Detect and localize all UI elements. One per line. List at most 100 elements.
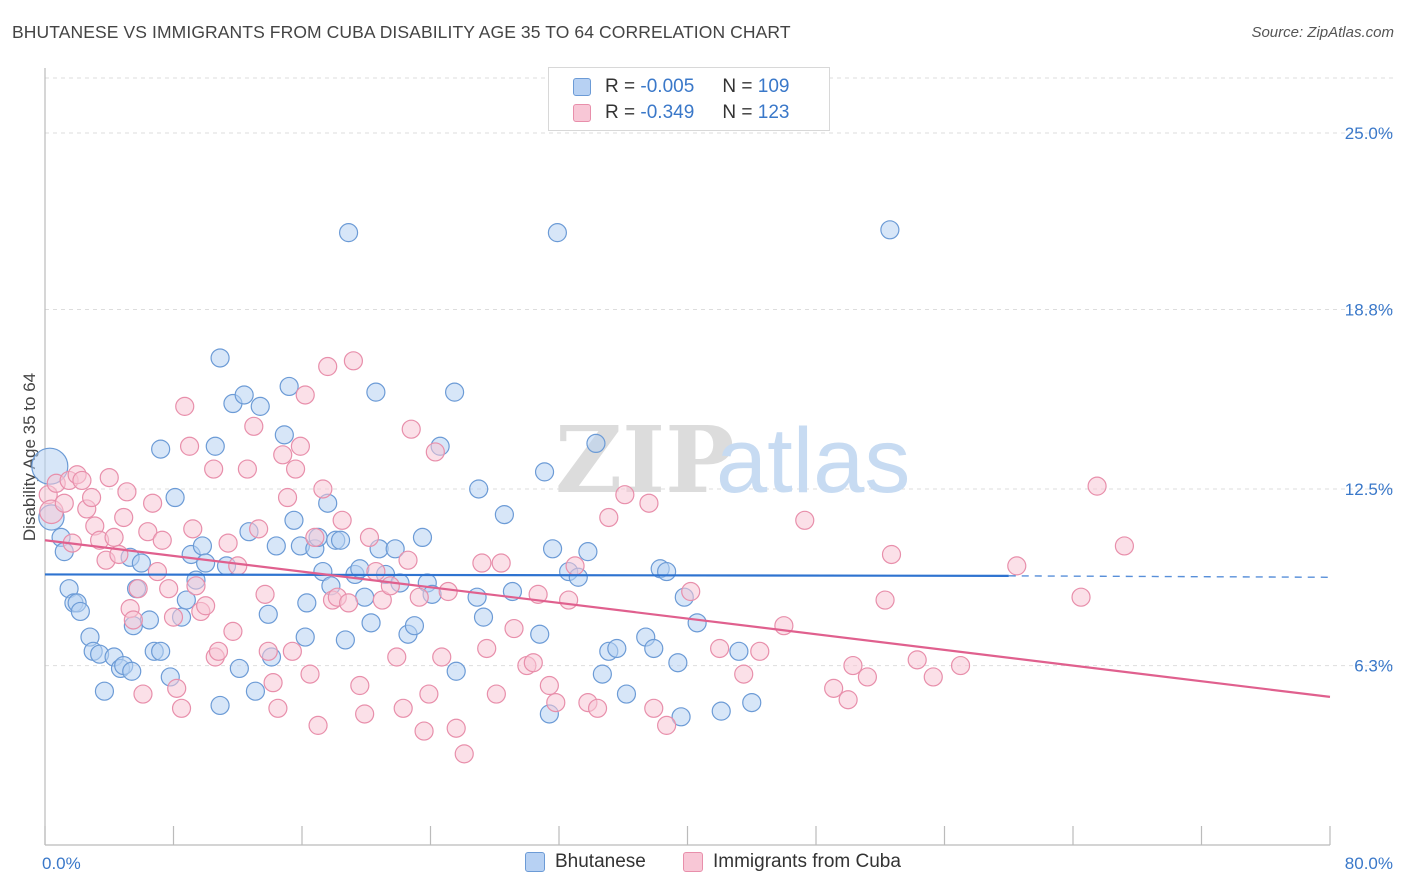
cuba-point [143, 493, 163, 513]
cuba-point [277, 487, 298, 508]
legend-row-bhutanese: R = -0.005 N = 109 [573, 75, 789, 99]
bhutanese-point [729, 641, 749, 661]
cuba-point [644, 698, 664, 718]
cuba-point [838, 690, 858, 710]
cuba-point [1087, 476, 1107, 496]
legend-item-cuba: Immigrants from Cuba [683, 851, 901, 873]
cuba-point [432, 647, 452, 667]
cuba-point [237, 459, 257, 479]
bhutanese-point [258, 604, 278, 624]
bhutanese-point [616, 684, 637, 704]
bhutanese-point [687, 613, 707, 633]
bhutanese-point [404, 616, 425, 636]
cuba-point [750, 641, 770, 661]
cuba-point [843, 655, 863, 676]
cuba-point [472, 553, 492, 573]
bhutanese-point [494, 505, 514, 525]
cuba-point [1114, 536, 1135, 556]
bhutanese-point [469, 479, 489, 499]
correlation-legend: R = -0.005 N = 109 R = -0.349 N = 123 [548, 67, 830, 131]
cuba-point [446, 718, 466, 738]
cuba-point [477, 638, 497, 659]
bhutanese-point [279, 376, 299, 397]
cuba-point [1007, 556, 1027, 576]
y-tick-label: 12.5% [1345, 480, 1393, 499]
cuba-point [539, 675, 559, 696]
cuba-point [857, 667, 878, 687]
cuba-point [295, 385, 315, 405]
r-label: R = [605, 76, 636, 97]
cuba-point [249, 519, 269, 539]
cuba-point [305, 527, 325, 548]
cuba-point [167, 678, 187, 698]
cuba-point [175, 396, 195, 416]
cuba-point [208, 641, 229, 661]
cuba-point [308, 715, 328, 735]
cuba-point [504, 618, 524, 639]
bhutanese-point [467, 587, 487, 607]
cuba-point [425, 442, 445, 462]
cuba-point [950, 655, 971, 676]
bhutanese-point [385, 539, 405, 559]
cuba-point [268, 698, 288, 718]
cuba-point [398, 550, 418, 570]
cuba-point [565, 556, 585, 576]
bhutanese-point [297, 593, 317, 613]
cuba-point [313, 479, 333, 499]
cuba-point [282, 641, 302, 661]
bhutanese-point [644, 638, 664, 659]
n-label: N = [722, 102, 753, 123]
bhutanese-point [196, 553, 216, 573]
bhutanese-point [284, 510, 304, 530]
cuba-point [657, 715, 677, 735]
cuba-point [907, 650, 927, 670]
cuba-point [258, 641, 278, 661]
cuba-point [54, 493, 74, 513]
bhutanese-point [151, 439, 171, 459]
cuba-point [491, 553, 511, 573]
cuba-point [332, 510, 352, 530]
cuba-point [273, 445, 293, 465]
chart-title: BHUTANESE VS IMMIGRANTS FROM CUBA DISABI… [12, 22, 791, 42]
cuba-point [393, 698, 413, 718]
bhutanese-point [151, 641, 171, 661]
cuba-point [263, 673, 283, 693]
bhutanese-point [210, 695, 230, 716]
cuba-point [255, 584, 275, 604]
cuba-point [104, 527, 124, 548]
cuba-point [244, 416, 264, 436]
cuba-point [734, 664, 754, 684]
cuba-point [359, 527, 380, 548]
bhutanese-point [657, 561, 677, 582]
cuba-point [318, 356, 338, 377]
bhutanese-point [295, 627, 315, 647]
cuba-point [171, 698, 192, 718]
cuba-point [795, 510, 815, 530]
bhutanese-trendline-extension [1008, 575, 1331, 578]
bhutanese-point [592, 664, 612, 684]
bhutanese-point [671, 707, 691, 727]
cuba-point [300, 664, 320, 684]
bhutanese-point [165, 487, 185, 508]
cuba-point [881, 544, 902, 565]
cuba-point [133, 684, 153, 704]
bhutanese-point [578, 542, 598, 562]
bhutanese-point [338, 223, 359, 243]
cuba-point [414, 721, 434, 741]
bhutanese-point [274, 425, 294, 445]
cuba-point [285, 459, 306, 479]
cuba-point [128, 579, 148, 599]
n-label: N = [722, 76, 753, 97]
cuba-point [163, 607, 184, 627]
cuba-point [81, 487, 102, 508]
legend-row-cuba: R = -0.349 N = 123 [573, 101, 789, 125]
cuba-point [179, 436, 200, 456]
cuba-point [343, 351, 363, 371]
cuba-point [338, 593, 359, 613]
r-value: -0.349 [640, 102, 695, 123]
bhutanese-point [530, 624, 550, 644]
bhutanese-point [444, 382, 465, 402]
cuba-point [99, 467, 119, 488]
bhutanese-point [245, 681, 266, 701]
